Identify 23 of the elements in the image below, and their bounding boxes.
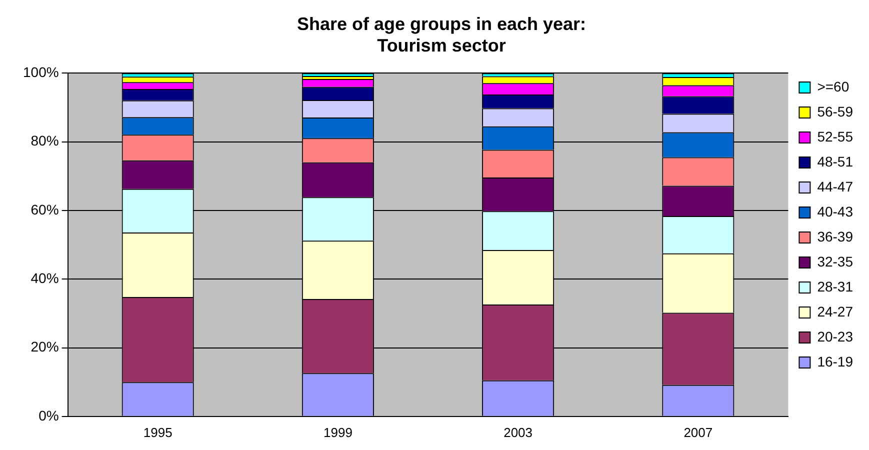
legend-label: 24-27 xyxy=(817,303,854,320)
legend-label: 40-43 xyxy=(817,203,854,220)
y-tick-label: 40% xyxy=(30,270,59,286)
legend-label: 48-51 xyxy=(817,153,854,170)
x-tick-label: 1999 xyxy=(323,424,352,440)
y-tick-label: 100% xyxy=(22,64,59,80)
x-tick-label: 2007 xyxy=(684,424,713,440)
x-tick-label: 2003 xyxy=(504,424,533,440)
legend-label: 32-35 xyxy=(817,253,854,270)
legend-label: 36-39 xyxy=(817,228,854,244)
legend-label: 56-59 xyxy=(817,103,854,120)
x-tick-label: 1995 xyxy=(143,424,172,440)
y-tick-label: 80% xyxy=(30,132,59,149)
legend-label: 28-31 xyxy=(817,278,854,294)
y-tick-label: 60% xyxy=(30,201,59,218)
y-tick-label: 20% xyxy=(30,338,59,355)
y-tick-label: 0% xyxy=(38,407,59,424)
legend-label: 44-47 xyxy=(817,178,854,194)
legend-label: 20-23 xyxy=(817,328,854,344)
legend-label: 16-19 xyxy=(817,353,854,370)
chart-title: Share of age groups in each year: Tourism sector xyxy=(296,14,586,56)
legend-label: >=60 xyxy=(817,78,850,94)
legend-label: 52-55 xyxy=(817,128,854,144)
